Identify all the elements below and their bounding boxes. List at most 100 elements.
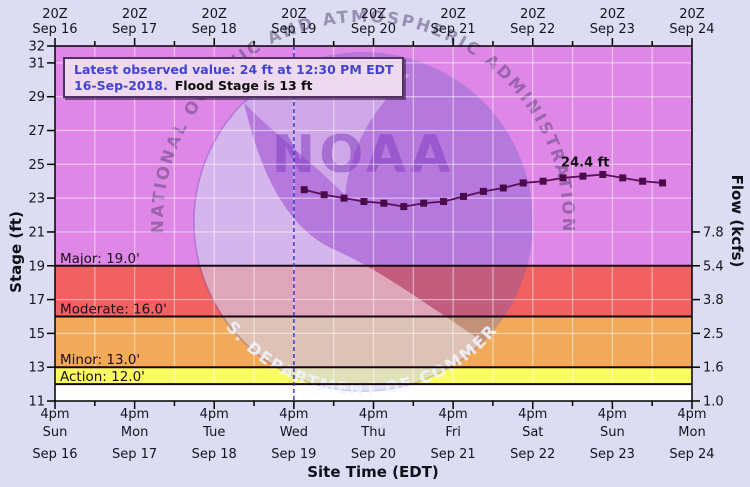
bottom-axis-date-label: Sep 16 bbox=[32, 447, 77, 462]
flow-tick-label: 7.8 bbox=[703, 225, 724, 240]
forecast-marker bbox=[659, 179, 667, 187]
bottom-axis-day-label: Thu bbox=[360, 425, 385, 440]
forecast-marker bbox=[499, 184, 507, 192]
flow-tick-label: 3.8 bbox=[703, 293, 724, 308]
bottom-axis-day-label: Mon bbox=[121, 425, 148, 440]
forecast-marker bbox=[619, 174, 627, 182]
flood-label-action: Action: 12.0' bbox=[60, 369, 145, 385]
stage-axis-title: Stage (ft) bbox=[7, 211, 25, 293]
top-axis-date-label: Sep 22 bbox=[510, 22, 555, 37]
forecast-marker bbox=[340, 194, 348, 202]
bottom-axis-date-label: Sep 19 bbox=[271, 447, 316, 462]
stage-tick-label: 23 bbox=[28, 192, 45, 207]
bottom-axis-date-label: Sep 20 bbox=[351, 447, 396, 462]
legend-observed-line: Latest observed value: 24 ft at 12:30 PM… bbox=[74, 62, 402, 78]
forecast-marker bbox=[519, 179, 527, 187]
bottom-axis-date-label: Sep 22 bbox=[510, 447, 555, 462]
forecast-marker bbox=[400, 203, 408, 211]
bottom-axis-time-label: 4pm bbox=[359, 407, 388, 422]
forecast-marker bbox=[300, 186, 308, 194]
bottom-axis-day-label: Mon bbox=[678, 425, 705, 440]
flow-tick-label: 2.5 bbox=[703, 327, 724, 342]
forecast-marker bbox=[459, 192, 467, 200]
flood-label-minor: Minor: 13.0' bbox=[60, 352, 140, 368]
bottom-axis-date-label: Sep 17 bbox=[112, 447, 157, 462]
bottom-axis-time-label: 4pm bbox=[439, 407, 468, 422]
forecast-marker bbox=[320, 191, 328, 199]
time-axis-title: Site Time (EDT) bbox=[307, 463, 439, 481]
flow-axis-title: Flow (kcfs) bbox=[728, 174, 746, 268]
top-axis-date-label: Sep 24 bbox=[669, 22, 714, 37]
forecast-marker bbox=[579, 172, 587, 180]
bottom-axis-time-label: 4pm bbox=[120, 407, 149, 422]
top-axis-time-label: 20Z bbox=[281, 7, 307, 22]
bottom-axis-time-label: 4pm bbox=[677, 407, 706, 422]
flow-tick-label: 1.0 bbox=[703, 395, 724, 410]
stage-tick-label: 15 bbox=[28, 327, 45, 342]
bottom-axis-day-label: Sat bbox=[522, 425, 543, 440]
legend-observed-date: 16-Sep-2018. bbox=[74, 78, 168, 93]
bottom-axis-time-label: 4pm bbox=[40, 407, 69, 422]
top-axis-time-label: 20Z bbox=[600, 7, 626, 22]
top-axis-time-label: 20Z bbox=[361, 7, 387, 22]
top-axis-date-label: Sep 16 bbox=[32, 22, 77, 37]
bottom-axis-date-label: Sep 18 bbox=[192, 447, 237, 462]
top-axis-date-label: Sep 21 bbox=[431, 22, 476, 37]
bottom-axis-time-label: 4pm bbox=[518, 407, 547, 422]
flood-label-major: Major: 19.0' bbox=[60, 251, 140, 267]
stage-tick-label: 29 bbox=[28, 90, 45, 105]
bottom-axis-day-label: Fri bbox=[445, 425, 461, 440]
legend-observed-text: Latest observed value: 24 ft at 12:30 PM… bbox=[74, 62, 394, 77]
bottom-axis-time-label: 4pm bbox=[200, 407, 229, 422]
bottom-axis-time-label: 4pm bbox=[279, 407, 308, 422]
top-axis-time-label: 20Z bbox=[202, 7, 228, 22]
top-axis-date-label: Sep 23 bbox=[590, 22, 635, 37]
top-axis-time-label: 20Z bbox=[42, 7, 68, 22]
bottom-axis-date-label: Sep 23 bbox=[590, 447, 635, 462]
bottom-axis-day-label: Sun bbox=[600, 425, 625, 440]
legend-flood-line: 16-Sep-2018. Flood Stage is 13 ft bbox=[74, 78, 402, 94]
top-axis-date-label: Sep 20 bbox=[351, 22, 396, 37]
noaa-bird bbox=[194, 103, 483, 391]
forecast-marker bbox=[360, 198, 368, 206]
top-axis-date-label: Sep 17 bbox=[112, 22, 157, 37]
top-axis-date-label: Sep 18 bbox=[192, 22, 237, 37]
noaa-circle bbox=[193, 52, 533, 392]
bottom-axis-time-label: 4pm bbox=[598, 407, 627, 422]
flow-tick-label: 1.6 bbox=[703, 361, 724, 376]
stage-tick-label: 13 bbox=[28, 361, 45, 376]
forecast-marker bbox=[559, 174, 567, 182]
stage-tick-label: 25 bbox=[28, 158, 45, 173]
forecast-marker bbox=[539, 177, 547, 185]
stage-tick-label: 17 bbox=[28, 293, 45, 308]
bottom-axis-day-label: Sun bbox=[43, 425, 68, 440]
bottom-axis-day-label: Wed bbox=[280, 425, 308, 440]
forecast-marker bbox=[420, 199, 428, 207]
stage-tick-label: 19 bbox=[28, 259, 45, 274]
forecast-marker bbox=[440, 198, 448, 206]
stage-tick-label: 21 bbox=[28, 225, 45, 240]
bottom-axis-date-label: Sep 21 bbox=[431, 447, 476, 462]
forecast-marker bbox=[639, 177, 647, 185]
crest-annotation: 24.4 ft bbox=[561, 155, 609, 170]
top-axis-time-label: 20Z bbox=[679, 7, 705, 22]
forecast-marker bbox=[479, 187, 487, 195]
bottom-axis-date-label: Sep 24 bbox=[669, 447, 714, 462]
noaa-bird-wing bbox=[244, 68, 410, 195]
top-axis-time-label: 20Z bbox=[122, 7, 148, 22]
forecast-marker bbox=[380, 199, 388, 207]
flow-tick-label: 5.4 bbox=[703, 259, 724, 274]
stage-tick-label: 11 bbox=[28, 395, 45, 410]
top-axis-time-label: 20Z bbox=[520, 7, 546, 22]
flood-label-moderate: Moderate: 16.0' bbox=[60, 301, 167, 317]
stage-tick-label: 27 bbox=[28, 124, 45, 139]
top-axis-time-label: 20Z bbox=[440, 7, 466, 22]
stage-tick-label: 32 bbox=[28, 40, 45, 55]
bottom-axis-day-label: Tue bbox=[202, 425, 225, 440]
legend-box: Latest observed value: 24 ft at 12:30 PM… bbox=[63, 57, 404, 98]
top-axis-date-label: Sep 19 bbox=[271, 22, 316, 37]
forecast-marker bbox=[599, 170, 607, 178]
noaa-logo-text: NOAA bbox=[272, 125, 455, 185]
